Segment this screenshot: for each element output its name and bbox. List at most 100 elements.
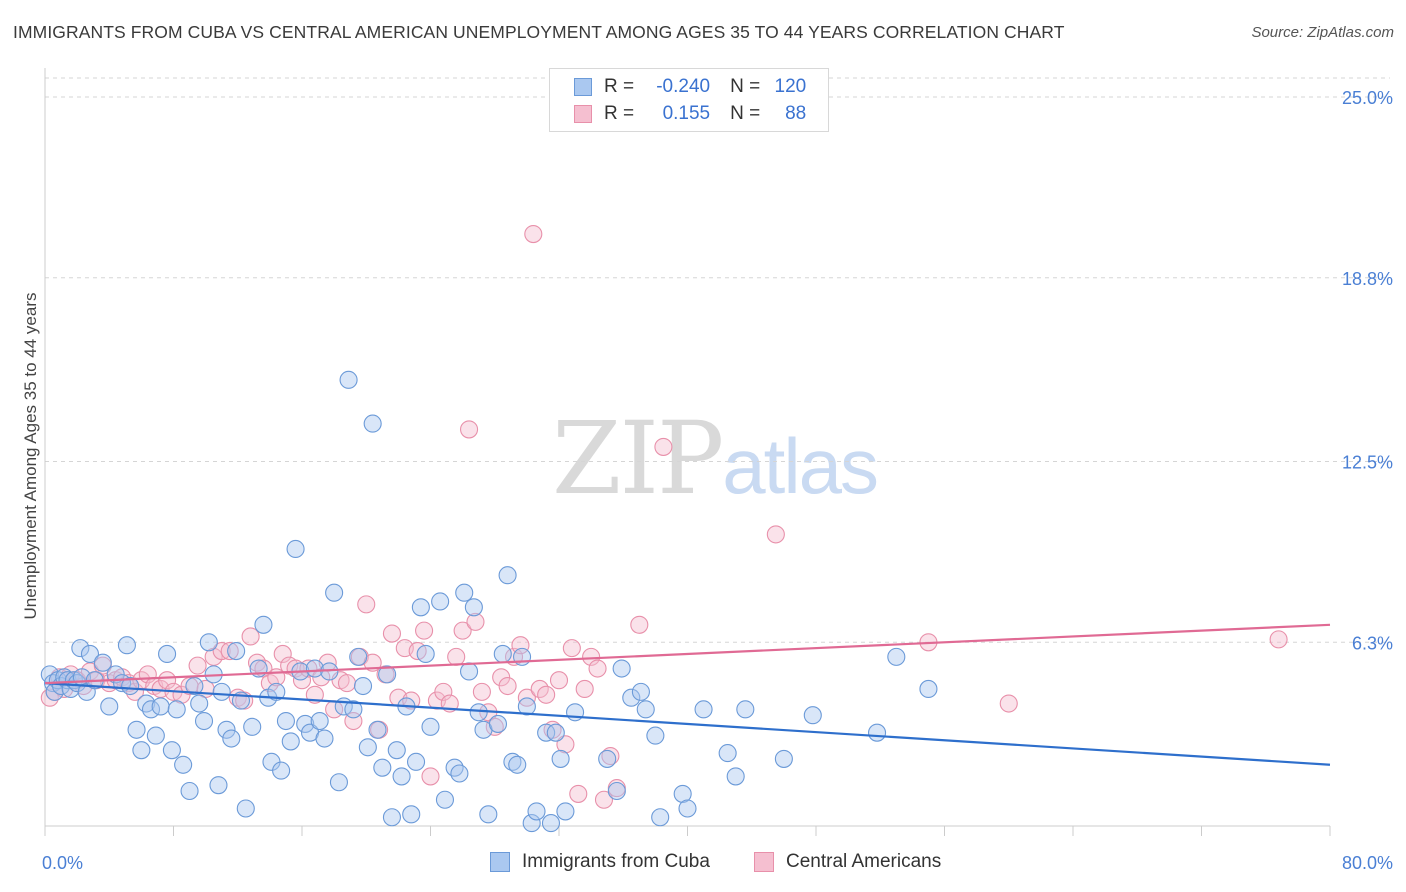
legend-r-value-cuba: -0.240: [656, 76, 711, 97]
cuba-point: [236, 799, 255, 818]
cuba-point: [243, 717, 262, 736]
central-americans-point: [188, 656, 207, 675]
central-americans-point: [766, 525, 785, 544]
cuba-points: [40, 370, 938, 833]
central-americans-point: [357, 595, 376, 614]
cuba-point: [450, 764, 469, 783]
cuba-point: [162, 741, 181, 760]
central-americans-point: [220, 641, 239, 661]
cuba-point: [736, 700, 755, 719]
legend-swatch-central: [574, 105, 592, 123]
cuba-point: [227, 641, 246, 661]
cuba-point: [774, 749, 793, 768]
cuba-point: [100, 697, 119, 716]
cuba-point: [431, 592, 450, 611]
cuba-point: [339, 370, 358, 389]
y-axis-label: Unemployment Among Ages 35 to 44 years: [21, 293, 40, 620]
watermark-atlas: atlas: [722, 422, 879, 510]
watermark: ZIPatlas: [552, 400, 879, 517]
cuba-point: [368, 720, 387, 739]
cuba-point: [445, 758, 464, 777]
cuba-point: [344, 700, 363, 719]
central-americans-point: [434, 682, 453, 701]
central-americans-point: [40, 688, 59, 707]
cuba-point: [867, 723, 887, 742]
central-americans-point: [562, 639, 581, 658]
cuba-point: [382, 808, 402, 827]
cuba-point: [455, 583, 474, 602]
legend-n-value-central: 88: [785, 103, 807, 124]
bottom-legend-swatch-central: [754, 852, 774, 872]
cuba-point: [556, 802, 575, 821]
cuba-point: [527, 802, 546, 821]
cuba-point: [726, 767, 745, 786]
central-americans-point: [337, 674, 357, 693]
x-tick-label-max: 80.0%: [1342, 853, 1393, 873]
central-americans-point: [485, 717, 504, 736]
cuba-point: [651, 808, 670, 827]
cuba-point: [315, 729, 334, 748]
central-americans-point: [511, 636, 530, 655]
cuba-point: [353, 676, 373, 696]
legend-swatch-cuba: [574, 78, 592, 96]
cuba-point: [551, 749, 570, 768]
legend-r-label: R =: [604, 103, 635, 124]
legend-n-label: N =: [730, 76, 761, 97]
central-americans-point: [498, 676, 517, 696]
cuba-point: [887, 647, 906, 666]
cuba-point: [607, 781, 626, 801]
cuba-point: [174, 755, 193, 774]
cuba-point: [541, 814, 561, 833]
cuba-point: [537, 723, 556, 742]
cuba-point: [194, 711, 214, 731]
central-americans-points: [40, 225, 1288, 809]
y-tick-label: 6.3%: [1352, 633, 1393, 653]
cuba-point: [121, 676, 140, 696]
cuba-point: [546, 723, 565, 742]
cuba-point: [310, 711, 329, 731]
central-americans-point: [537, 685, 556, 704]
central-americans-point: [1269, 630, 1288, 649]
central-americans-point: [549, 671, 569, 690]
cuba-point: [71, 639, 90, 658]
cuba-point: [464, 598, 483, 617]
cuba-point: [646, 726, 665, 745]
cuba-point: [185, 676, 204, 696]
cuba-point: [718, 744, 737, 763]
correlation-legend: R = -0.240 N = 120 R = 0.155 N = 88: [549, 68, 829, 132]
central-americans-point: [594, 790, 614, 809]
central-americans-point: [273, 644, 292, 664]
cuba-point: [276, 711, 295, 731]
cuba-point: [93, 653, 112, 672]
cuba-point: [272, 761, 291, 780]
cuba-point: [673, 784, 692, 803]
cuba-point: [217, 720, 236, 739]
cuba-point: [296, 714, 315, 733]
cuba-point: [406, 752, 426, 771]
cuba-point: [416, 644, 435, 664]
cuba-point: [373, 758, 392, 777]
cuba-point: [132, 741, 151, 760]
central-americans-trend-line: [44, 623, 1331, 685]
cuba-point: [158, 644, 177, 664]
cuba-point: [325, 583, 344, 602]
central-americans-point: [556, 735, 575, 754]
central-americans-point: [999, 694, 1018, 713]
cuba-point: [631, 682, 650, 701]
legend-n-label: N =: [730, 103, 761, 124]
grid-layer: [45, 77, 1390, 643]
cuba-point: [209, 776, 228, 795]
cuba-point: [286, 539, 305, 559]
y-tick-label: 18.8%: [1342, 269, 1393, 289]
watermark-zip: ZIP: [552, 400, 724, 517]
cuba-point: [267, 682, 286, 701]
cuba-point: [212, 682, 231, 701]
cuba-point: [488, 714, 508, 733]
cuba-point: [137, 694, 156, 713]
cuba-point: [598, 749, 617, 768]
cuba-point: [803, 706, 822, 725]
y-tick-label: 12.5%: [1342, 453, 1393, 473]
cuba-point: [222, 729, 241, 748]
chart-title: IMMIGRANTS FROM CUBA VS CENTRAL AMERICAN…: [13, 22, 1065, 42]
central-americans-point: [421, 767, 440, 786]
